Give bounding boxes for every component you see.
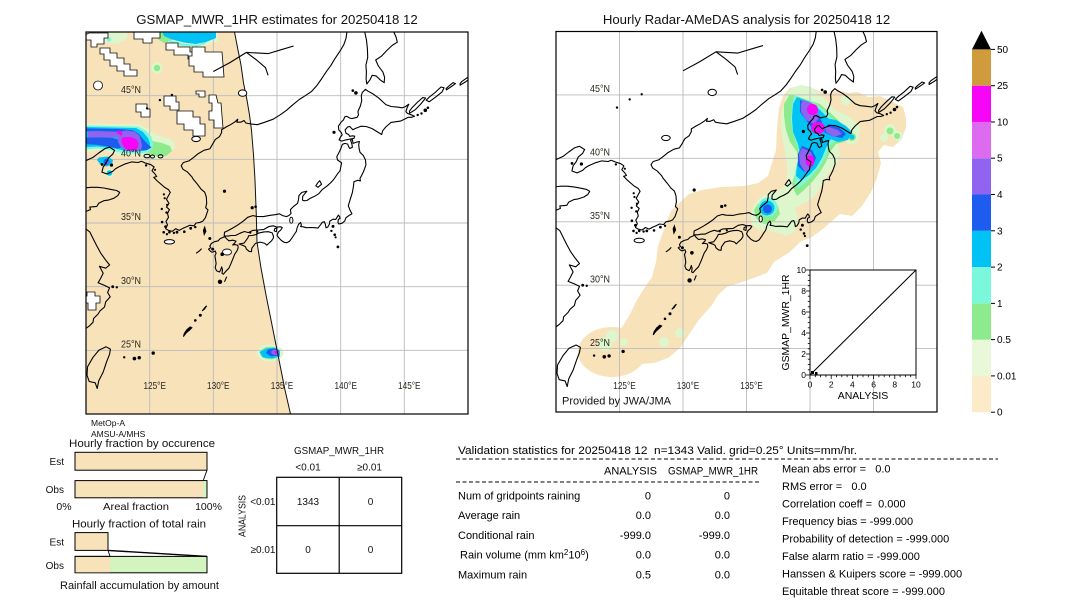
svg-text:8: 8 [801, 286, 806, 296]
svg-text:ANALYSIS: ANALYSIS [838, 390, 889, 402]
svg-text:145°E: 145°E [398, 380, 421, 392]
svg-text:10: 10 [997, 118, 1009, 129]
svg-text:0: 0 [724, 490, 730, 502]
svg-text:Rainfall accumulation by amoun: Rainfall accumulation by amount [60, 580, 219, 592]
svg-text:<0.01: <0.01 [295, 463, 321, 474]
svg-text:Maximum rain: Maximum rain [458, 570, 527, 582]
svg-text:0%: 0% [56, 501, 71, 513]
svg-text:0.0: 0.0 [715, 510, 730, 522]
svg-text:0.01: 0.01 [997, 371, 1017, 382]
svg-text:125°E: 125°E [143, 380, 166, 392]
svg-text:Equitable threat score = -999.: Equitable threat score = -999.000 [782, 586, 945, 598]
svg-text:30°N: 30°N [121, 275, 141, 287]
svg-text:125°E: 125°E [613, 380, 636, 392]
svg-text:35°N: 35°N [121, 211, 141, 223]
svg-text:0.0: 0.0 [715, 550, 730, 562]
svg-text:8: 8 [892, 380, 897, 390]
svg-text:≥0.01: ≥0.01 [251, 545, 276, 556]
svg-text:4: 4 [850, 380, 855, 390]
svg-text:1: 1 [997, 299, 1003, 310]
svg-text:GSMAP_MWR_1HR: GSMAP_MWR_1HR [668, 466, 758, 478]
svg-text:45°N: 45°N [121, 84, 141, 96]
svg-text:Areal fraction: Areal fraction [103, 501, 169, 513]
svg-text:False alarm ratio = -999.000: False alarm ratio = -999.000 [782, 551, 920, 563]
svg-text:2: 2 [997, 263, 1003, 274]
svg-text:40°N: 40°N [590, 147, 610, 159]
svg-text:1343: 1343 [297, 497, 320, 508]
svg-text:2: 2 [801, 349, 806, 359]
svg-text:Validation statistics for 2025: Validation statistics for 20250418 12 n=… [458, 445, 857, 457]
svg-text:135°E: 135°E [740, 380, 763, 392]
svg-text:0: 0 [801, 370, 806, 380]
svg-text:GSMAP_MWR_1HR: GSMAP_MWR_1HR [780, 274, 792, 370]
svg-text:0.5: 0.5 [636, 570, 651, 582]
svg-text:Average rain: Average rain [458, 510, 520, 522]
svg-text:Hourly fraction by occurence: Hourly fraction by occurence [69, 438, 215, 450]
svg-text:4: 4 [801, 328, 806, 338]
svg-text:Probability of detection = -99: Probability of detection = -999.000 [782, 533, 949, 545]
svg-text:-999.0: -999.0 [620, 530, 651, 542]
svg-text:3: 3 [997, 226, 1003, 237]
svg-text:Correlation coeff = 0.000: Correlation coeff = 0.000 [782, 498, 906, 510]
svg-text:GSMAP_MWR_1HR estimates for 20: GSMAP_MWR_1HR estimates for 20250418 12 [136, 12, 417, 27]
svg-text:0.0: 0.0 [715, 570, 730, 582]
svg-text:ANALYSIS: ANALYSIS [238, 495, 249, 537]
svg-text:2: 2 [829, 380, 834, 390]
svg-text:100%: 100% [195, 501, 222, 513]
svg-text:ANALYSIS: ANALYSIS [604, 466, 657, 478]
svg-text:30°N: 30°N [590, 273, 610, 285]
svg-text:25°N: 25°N [121, 339, 141, 351]
svg-text:0: 0 [645, 490, 651, 502]
svg-text:0: 0 [997, 408, 1003, 419]
svg-text:Provided by JWA/JMA: Provided by JWA/JMA [562, 396, 672, 408]
svg-text:0: 0 [808, 380, 813, 390]
svg-text:Frequency bias = -999.000: Frequency bias = -999.000 [782, 516, 913, 528]
svg-text:135°E: 135°E [271, 380, 294, 392]
svg-text:GSMAP_MWR_1HR: GSMAP_MWR_1HR [294, 446, 384, 457]
svg-text:0: 0 [368, 545, 374, 556]
svg-text:10: 10 [911, 380, 921, 390]
svg-text:5: 5 [997, 154, 1003, 165]
svg-text:35°N: 35°N [590, 210, 610, 222]
svg-text:0: 0 [368, 497, 374, 508]
svg-text:Obs: Obs [46, 561, 64, 572]
svg-text:0: 0 [305, 545, 311, 556]
svg-text:140°E: 140°E [334, 380, 357, 392]
svg-text:0.0: 0.0 [636, 510, 651, 522]
svg-text:Rain volume (mm km2106): Rain volume (mm km2106) [460, 548, 589, 562]
svg-text:Conditional rain: Conditional rain [458, 530, 534, 542]
svg-text:Est: Est [50, 538, 65, 549]
svg-text:40°N: 40°N [121, 148, 141, 160]
svg-text:AMSU-A/MHS: AMSU-A/MHS [91, 429, 146, 439]
svg-text:Hourly fraction of total rain: Hourly fraction of total rain [72, 519, 206, 531]
svg-text:Mean abs error = 0.0: Mean abs error = 0.0 [782, 463, 891, 475]
svg-text:25°N: 25°N [590, 337, 610, 349]
svg-text:-999.0: -999.0 [699, 530, 730, 542]
svg-text:130°E: 130°E [207, 380, 230, 392]
svg-text:Est: Est [50, 457, 65, 468]
svg-text:RMS error = 0.0: RMS error = 0.0 [782, 481, 867, 493]
svg-text:0.0: 0.0 [636, 550, 651, 562]
svg-text:25: 25 [997, 81, 1009, 92]
svg-text:Obs: Obs [46, 485, 64, 496]
svg-text:Hanssen & Kuipers score = -999: Hanssen & Kuipers score = -999.000 [782, 568, 962, 580]
svg-text:6: 6 [871, 380, 876, 390]
svg-text:6: 6 [801, 307, 806, 317]
svg-text:Num of gridpoints raining: Num of gridpoints raining [458, 490, 580, 502]
svg-text:≥0.01: ≥0.01 [357, 463, 382, 474]
svg-text:<0.01: <0.01 [250, 497, 276, 508]
svg-text:Hourly Radar-AMeDAS analysis f: Hourly Radar-AMeDAS analysis for 2025041… [603, 12, 890, 27]
svg-text:130°E: 130°E [677, 380, 700, 392]
svg-text:10: 10 [797, 265, 807, 275]
svg-text:MetOp-A: MetOp-A [91, 418, 125, 428]
svg-text:45°N: 45°N [590, 83, 610, 95]
svg-text:50: 50 [997, 45, 1009, 56]
svg-text:0.5: 0.5 [997, 335, 1011, 346]
svg-text:4: 4 [997, 190, 1003, 201]
